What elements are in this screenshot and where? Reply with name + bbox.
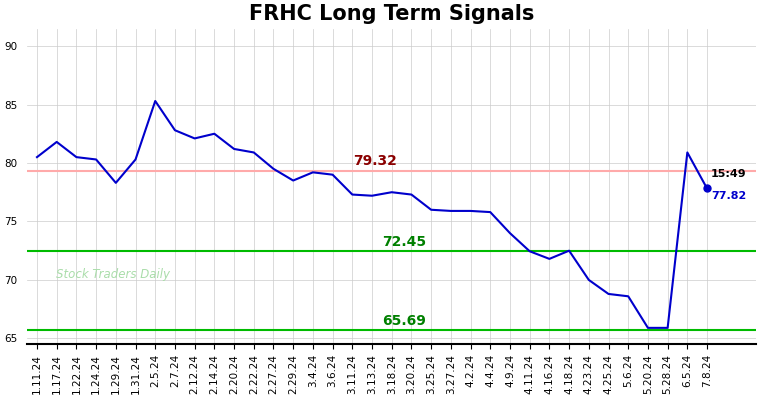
Title: FRHC Long Term Signals: FRHC Long Term Signals [249,4,535,24]
Point [701,185,713,192]
Text: 79.32: 79.32 [353,154,397,168]
Text: 15:49: 15:49 [711,169,746,179]
Text: 77.82: 77.82 [711,191,746,201]
Text: 65.69: 65.69 [382,314,426,328]
Text: 72.45: 72.45 [382,235,426,249]
Text: Stock Traders Daily: Stock Traders Daily [56,268,170,281]
